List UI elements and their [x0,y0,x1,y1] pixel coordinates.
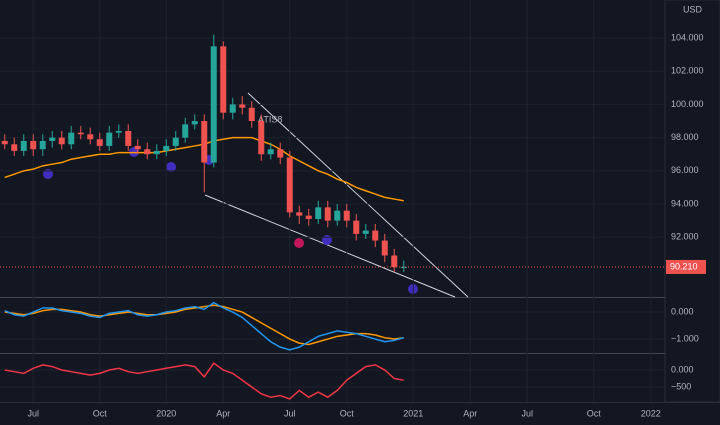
candle-body [353,220,360,234]
candle-body [49,137,56,141]
candle-body [305,215,312,219]
candle-body [68,132,75,145]
signal-dot [166,162,176,172]
candle-body [87,134,94,140]
candle-body [400,266,407,268]
candle-body [248,107,255,122]
candle-body [201,121,208,163]
y-tick-label: 92.000 [671,232,699,242]
candle-body [39,140,46,150]
y-tick-label: 102.000 [671,66,704,76]
y-tick-label: −500 [671,381,691,391]
price-axis [664,0,720,403]
candle-body [239,104,246,108]
indicator-line [4,362,404,400]
candle-body [324,207,331,221]
candle-body [362,230,369,234]
x-tick-label: Jul [284,408,296,418]
y-tick-label: 0.000 [671,306,694,316]
x-tick-label: Oct [340,408,355,418]
candle-body [315,207,322,219]
last-price-label: 90.210 [670,261,698,271]
candle-body [286,157,293,213]
trend-line [247,92,469,298]
x-tick-label: Oct [93,408,108,418]
candle-body [163,145,170,151]
candle-body [334,210,341,221]
indicator-line [4,304,404,346]
candle-body [30,140,37,150]
candle-body [381,240,388,256]
y-tick-label: 94.000 [671,198,699,208]
candle-body [134,145,141,150]
candle-body [58,137,65,145]
x-tick-label: 2021 [403,408,423,418]
candle-body [267,149,274,155]
candle-body [153,150,160,155]
x-tick-label: Apr [463,408,477,418]
annotation: ATIS8 [258,114,282,124]
x-tick-label: 2020 [156,408,176,418]
candle-body [1,140,8,145]
currency: USD [683,4,703,14]
candle-body [191,121,198,125]
y-tick-label: 100.000 [671,99,704,109]
candle-body [229,104,236,113]
y-tick-label: 96.000 [671,165,699,175]
indicator-line [4,301,404,351]
candle-body [115,130,122,133]
candle-body [11,144,18,151]
candle-body [96,139,103,146]
signal-dot [43,169,53,179]
candle-body [77,132,84,135]
candle-body [391,255,398,268]
signal-dot [294,238,304,248]
candle-body [296,212,303,216]
last-price-box [666,259,706,274]
y-tick-label: 98.000 [671,132,699,142]
candle-body [343,210,350,221]
candle-body [20,140,27,151]
x-tick-label: Oct [587,408,602,418]
candle-body [182,124,189,138]
x-tick-label: Apr [216,408,230,418]
candle-body [172,137,179,146]
y-tick-label: −1.000 [671,333,699,343]
candle-body [144,149,151,155]
candle-body [258,121,265,155]
signal-dot [322,235,332,245]
x-tick-label: Jul [27,408,39,418]
x-tick-label: 2022 [641,408,661,418]
candle-body [372,230,379,241]
candle-body [210,46,217,163]
candle-body [277,149,284,158]
y-tick-label: 0.000 [671,364,694,374]
candle-body [125,130,132,146]
candle-body [220,46,227,113]
candle-body [106,132,113,146]
y-tick-label: 104.000 [671,32,704,42]
x-tick-label: Jul [521,408,533,418]
